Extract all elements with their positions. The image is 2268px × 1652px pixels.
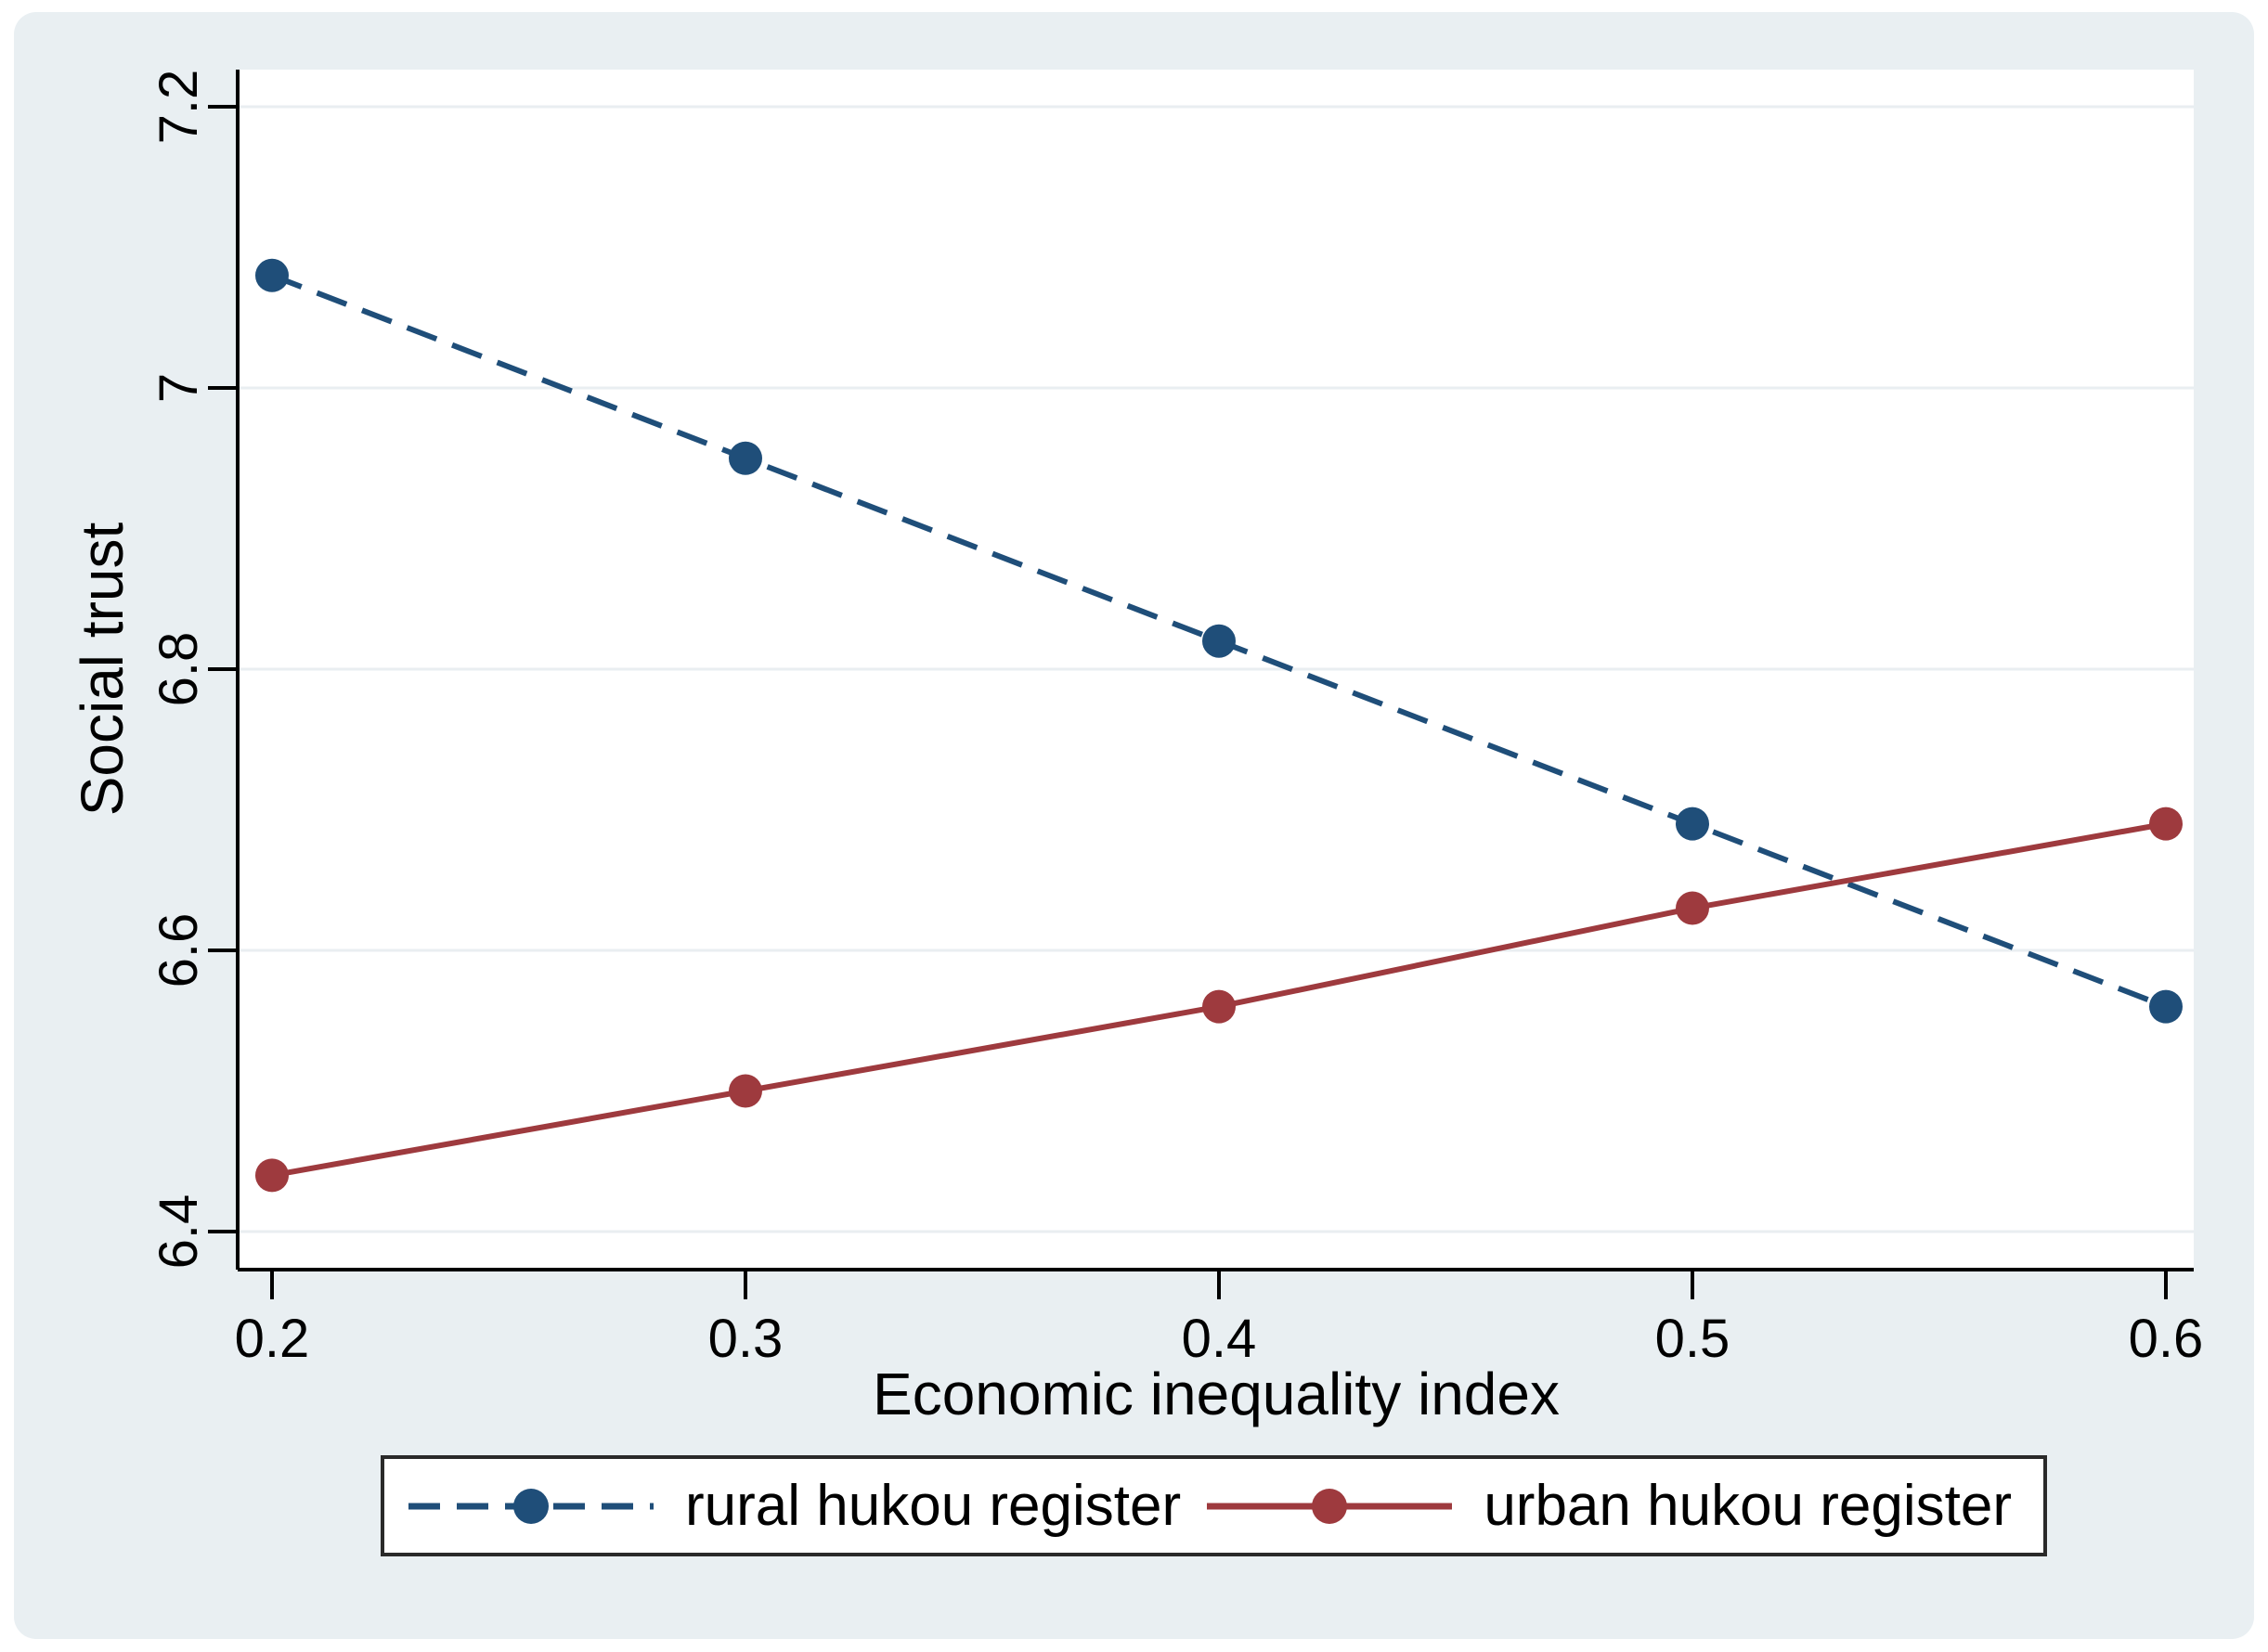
rural-legend-label: rural hukou register (685, 1474, 1182, 1538)
series-urban (255, 807, 2183, 1193)
rural-legend-symbol (408, 1488, 654, 1524)
y-ticks: 6.4 6.6 6.8 7 7.2 (149, 70, 238, 1270)
legend-entry-rural: rural hukou register (405, 1473, 1181, 1539)
svg-text:0.4: 0.4 (1182, 1309, 1257, 1369)
svg-text:0.6: 0.6 (2129, 1309, 2204, 1369)
legend: rural hukou register urban hukou registe… (381, 1455, 2047, 1556)
svg-text:6.4: 6.4 (149, 1194, 209, 1270)
svg-text:6.6: 6.6 (149, 913, 209, 988)
svg-text:0.3: 0.3 (708, 1309, 784, 1369)
x-ticks: 0.2 0.3 0.4 0.5 0.6 (235, 1270, 2204, 1369)
series-rural (255, 258, 2183, 1024)
svg-text:7.2: 7.2 (149, 70, 209, 145)
legend-entry-urban: urban hukou register (1203, 1473, 2012, 1539)
svg-text:7: 7 (149, 373, 209, 403)
x-axis-title: Economic inequality index (873, 1361, 1560, 1427)
urban-legend-label: urban hukou register (1484, 1474, 2012, 1538)
urban-legend-symbol (1207, 1488, 1453, 1524)
y-axis-title: Social trust (69, 522, 136, 817)
urban-legend-dot-icon (1312, 1488, 1348, 1524)
svg-text:0.5: 0.5 (1655, 1309, 1730, 1369)
svg-text:0.2: 0.2 (235, 1309, 310, 1369)
rural-legend-dot-icon (513, 1488, 549, 1524)
svg-text:6.8: 6.8 (149, 632, 209, 707)
